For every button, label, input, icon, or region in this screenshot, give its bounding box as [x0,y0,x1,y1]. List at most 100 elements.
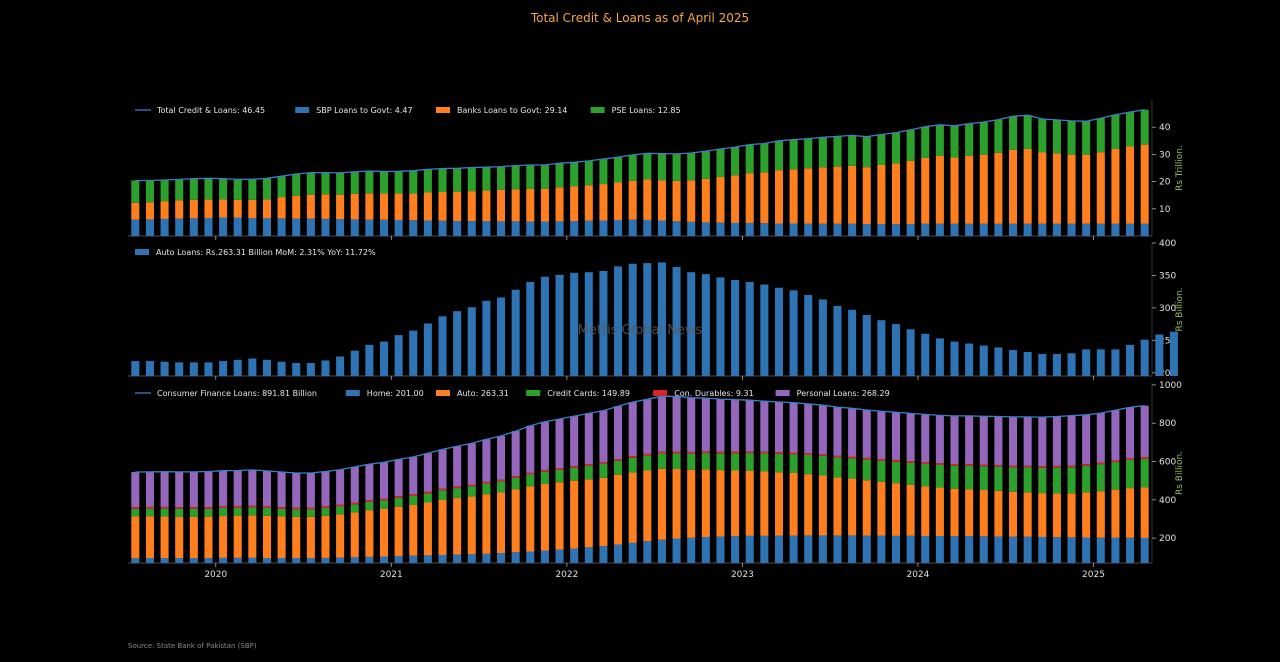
bar-banks-loans-to-govt [760,172,769,224]
bar-pse-loans [497,166,506,190]
bar-banks-loans-to-govt [833,166,842,224]
bar-sbp-loans-to-govt [160,218,169,236]
bar-sbp-loans-to-govt [701,222,710,236]
bar-credit-cards [935,464,944,488]
bar-auto-loans [1111,349,1120,376]
bar-pse-loans [555,163,564,188]
bar-personal-loans [760,401,769,452]
bar-sbp-loans-to-govt [438,220,447,236]
total-line [135,109,1145,182]
bar-auto [453,498,462,555]
bar-auto [862,480,871,536]
bar-sbp-loans-to-govt [1052,223,1061,236]
bar-con-durables [614,459,623,461]
bar-personal-loans [1038,417,1047,467]
bar-home [774,535,783,563]
bar-credit-cards [833,457,842,478]
bar-credit-cards [555,469,564,483]
bar-personal-loans [160,471,169,507]
bar-pse-loans [745,144,754,174]
bar-con-durables [131,507,140,509]
y-tick-label: 600 [1159,458,1176,468]
bar-banks-loans-to-govt [1140,144,1149,224]
bar-personal-loans [774,401,783,453]
bar-personal-loans [204,471,213,508]
bar-con-durables [350,502,359,505]
bar-auto [760,471,769,536]
bar-credit-cards [1023,467,1032,493]
bar-con-durables [219,506,228,509]
bar-pse-loans [599,159,608,185]
bar-con-durables [1023,465,1032,468]
legend-swatch [653,390,668,396]
bar-credit-cards [145,508,154,517]
bar-pse-loans [248,179,257,200]
bar-pse-loans [950,125,959,158]
bar-auto-loans [219,361,228,376]
bar-credit-cards [994,466,1003,491]
bar-pse-loans [687,153,696,181]
bar-personal-loans [584,413,593,465]
bar-auto-loans [160,361,169,376]
bar-home [1111,537,1120,563]
bar-auto [731,470,740,537]
y-tick-label: 10 [1159,205,1171,215]
bar-auto [994,490,1003,537]
bar-con-durables [189,507,198,509]
bar-banks-loans-to-govt [906,160,915,225]
bar-credit-cards [672,453,681,469]
bar-pse-loans [965,123,974,156]
bar-credit-cards [497,481,506,493]
bar-home [994,536,1003,563]
bar-personal-loans [599,410,608,463]
bar-pse-loans [979,122,988,155]
bar-con-durables [994,464,1003,467]
bar-home [204,558,213,563]
bar-con-durables [1126,458,1135,460]
bar-con-durables [672,451,681,454]
bar-auto-loans [979,345,988,376]
bar-sbp-loans-to-govt [628,219,637,236]
bar-banks-loans-to-govt [950,157,959,224]
bar-con-durables [336,504,345,507]
bar-auto-loans [423,323,432,376]
bar-personal-loans [1023,416,1032,466]
bar-banks-loans-to-govt [423,192,432,221]
bar-con-durables [365,500,374,502]
bar-banks-loans-to-govt [1082,154,1091,224]
legend-label: Personal Loans: 268.29 [797,389,890,398]
bar-banks-loans-to-govt [584,185,593,221]
bar-con-durables [292,507,301,510]
bar-home [540,550,549,563]
bar-sbp-loans-to-govt [760,223,769,236]
bar-sbp-loans-to-govt [994,223,1003,236]
bar-credit-cards [599,464,608,478]
bar-auto [175,516,184,559]
bar-personal-loans [672,396,681,452]
bar-home [804,535,813,563]
bar-pse-loans [628,154,637,181]
bar-auto-loans [789,290,798,376]
bar-pse-loans [145,180,154,203]
bar-credit-cards [1140,458,1149,488]
bar-auto [877,481,886,536]
bar-sbp-loans-to-govt [862,224,871,236]
bar-credit-cards [1038,467,1047,494]
bar-personal-loans [789,402,798,453]
bar-credit-cards [131,508,140,517]
bar-auto [379,509,389,557]
bar-home [394,556,403,563]
legend-swatch [436,390,450,396]
bar-auto [628,472,637,543]
bar-pse-loans [423,169,432,193]
bar-home [555,549,564,563]
bar-personal-loans [365,464,374,501]
bar-sbp-loans-to-govt [1038,223,1047,236]
bar-con-durables [540,469,549,472]
bar-pse-loans [760,143,769,173]
bar-credit-cards [365,501,374,511]
bar-credit-cards [862,459,871,481]
bar-home [248,557,257,563]
bar-con-durables [1082,464,1091,466]
